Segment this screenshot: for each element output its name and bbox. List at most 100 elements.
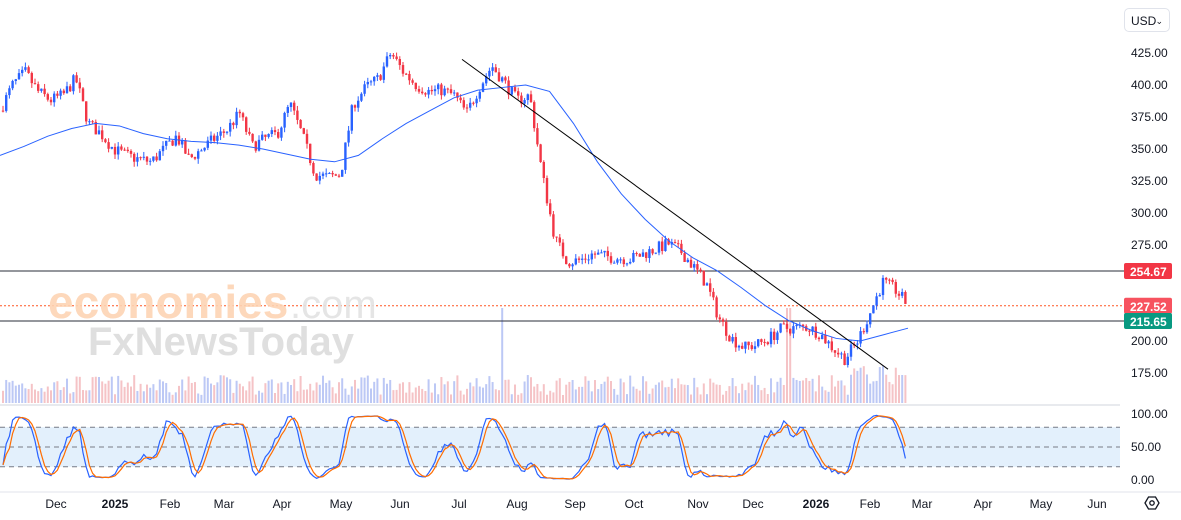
volume-bar [254, 394, 257, 403]
volume-bar [770, 378, 772, 403]
candle-body [497, 72, 501, 82]
candle-body [629, 261, 632, 264]
volume-bar [389, 379, 392, 403]
volume-bar [555, 380, 558, 403]
time-tick-label: Aug [506, 497, 527, 511]
candle-body [123, 149, 126, 151]
volume-bar [286, 381, 289, 403]
candle-body [481, 83, 485, 92]
volume-bar [664, 387, 667, 403]
volume-bar [597, 389, 600, 403]
volume-bar [328, 380, 331, 403]
candle-body [625, 263, 629, 265]
candle-body [661, 241, 664, 252]
candle-body [568, 264, 571, 267]
volume-bar [869, 383, 872, 403]
volume-bar [645, 381, 648, 403]
volume-bar [37, 391, 40, 403]
volume-bar [363, 377, 366, 403]
volume-bar [232, 392, 235, 403]
volume-bar [491, 382, 494, 403]
candle-body [17, 73, 21, 80]
volume-bar [158, 379, 161, 403]
volume-bar [309, 383, 312, 403]
candle-body [446, 88, 449, 90]
volume-bar [98, 376, 100, 403]
volume-bar [789, 308, 792, 403]
settings-icon[interactable] [1144, 496, 1160, 510]
candle-body [318, 175, 321, 181]
candle-body [702, 270, 705, 286]
candle-body [389, 55, 392, 57]
candle-body [709, 283, 712, 292]
candle-body [91, 121, 94, 123]
candle-body [603, 250, 606, 253]
volume-bar [315, 382, 318, 403]
price-tick-label: 300.00 [1131, 206, 1168, 220]
volume-bar [610, 381, 612, 403]
candle-body [437, 84, 440, 90]
candle-body [229, 122, 232, 132]
price-tick-label: 425.00 [1131, 46, 1168, 60]
candle-body [222, 131, 225, 133]
candle-body [65, 86, 69, 94]
candle-body [97, 130, 101, 135]
candle-body [286, 107, 289, 113]
candle-body [622, 259, 625, 265]
candle-body [85, 101, 88, 122]
candle-body [94, 122, 97, 135]
candle-body [638, 254, 641, 257]
candle-body [741, 345, 744, 349]
volume-bar [408, 382, 411, 403]
candle-body [750, 345, 753, 349]
candle-body [641, 252, 645, 257]
candle-body [78, 82, 81, 89]
volume-bar [200, 394, 203, 403]
volume-bar [2, 390, 4, 403]
volume-bar [766, 394, 769, 403]
watermark-fxnewstoday: FxNewsToday [88, 320, 355, 364]
volume-bar [136, 391, 139, 403]
currency-select[interactable]: USD ⌄ [1124, 8, 1170, 32]
volume-bar [859, 367, 862, 403]
volume-bar [875, 380, 878, 403]
price-level-label: 254.67 [1130, 265, 1167, 279]
volume-bar [418, 385, 420, 403]
candle-body [171, 140, 174, 146]
time-tick-label: 2026 [803, 497, 830, 511]
volume-bar [290, 384, 292, 403]
candle-body [238, 111, 241, 114]
volume-bar [181, 379, 184, 403]
candle-body [101, 130, 104, 140]
candle-body [465, 107, 469, 109]
time-tick-label: Nov [687, 497, 708, 511]
volume-bar [165, 382, 168, 403]
volume-bar [757, 384, 760, 403]
volume-bar [395, 389, 398, 403]
candle-body [136, 157, 139, 162]
candle-body [753, 346, 757, 349]
candle-body [673, 242, 677, 244]
volume-bar [894, 367, 897, 403]
candle-body [686, 259, 689, 262]
volume-bar [805, 377, 808, 403]
volume-bar [462, 394, 465, 403]
volume-bar [754, 375, 756, 403]
volume-bar [258, 390, 260, 403]
candle-body [651, 249, 654, 254]
volume-bar [117, 375, 120, 403]
candle-body [251, 133, 254, 142]
candle-body [635, 252, 638, 255]
volume-bar [862, 366, 865, 403]
candle-body [206, 140, 209, 148]
volume-bar [30, 383, 33, 403]
volume-bar [8, 382, 11, 403]
candle-body [699, 269, 702, 271]
candle-body [613, 262, 616, 264]
volume-bar [146, 384, 148, 403]
candle-body [264, 134, 267, 137]
volume-bar [270, 379, 273, 403]
volume-bar [814, 391, 817, 403]
